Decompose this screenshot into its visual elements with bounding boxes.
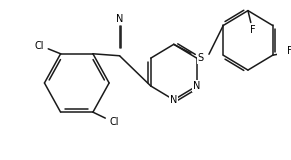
Text: N: N xyxy=(193,81,200,91)
Text: Cl: Cl xyxy=(109,117,119,127)
Text: S: S xyxy=(197,53,203,63)
Text: Cl: Cl xyxy=(35,41,45,51)
Text: N: N xyxy=(170,95,178,105)
Text: F: F xyxy=(250,25,255,35)
Text: N: N xyxy=(116,14,123,24)
Text: F: F xyxy=(287,46,291,56)
